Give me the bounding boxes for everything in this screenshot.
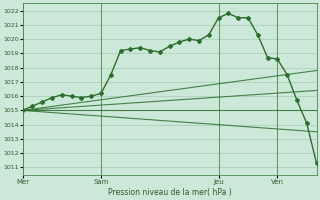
X-axis label: Pression niveau de la mer( hPa ): Pression niveau de la mer( hPa ) — [108, 188, 231, 197]
